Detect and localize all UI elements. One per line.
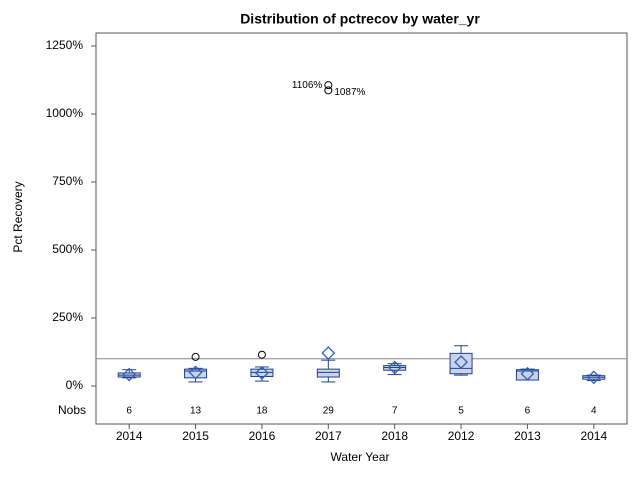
x-tick-label: 2014 bbox=[116, 429, 143, 443]
mean-marker bbox=[520, 366, 535, 381]
x-tick-label: 2015 bbox=[182, 429, 209, 443]
mean-marker bbox=[454, 355, 468, 369]
outlier bbox=[191, 352, 200, 361]
mean-marker bbox=[387, 360, 402, 375]
mean-marker bbox=[321, 346, 336, 361]
box bbox=[316, 368, 340, 378]
x-tick-label: 2018 bbox=[381, 429, 408, 443]
mean-marker bbox=[122, 367, 137, 382]
nobs-value: 18 bbox=[256, 406, 268, 417]
nobs-label: Nobs bbox=[58, 403, 86, 417]
y-axis-label: Pct Recovery bbox=[11, 181, 25, 252]
nobs-value: 6 bbox=[525, 406, 531, 417]
y-tick-label: 0% bbox=[66, 378, 84, 392]
y-tick-label: 250% bbox=[52, 310, 83, 324]
x-tick-label: 2016 bbox=[249, 429, 276, 443]
nobs-value: 6 bbox=[126, 406, 132, 417]
y-tick-label: 500% bbox=[52, 242, 83, 256]
y-tick-label: 750% bbox=[52, 174, 83, 188]
outlier-label: 1106% bbox=[292, 80, 323, 91]
mean-marker bbox=[255, 366, 269, 380]
nobs-value: 7 bbox=[392, 406, 398, 417]
mean-marker bbox=[188, 365, 203, 380]
x-axis-label: Water Year bbox=[331, 450, 390, 464]
box bbox=[184, 368, 208, 379]
plot-frame bbox=[95, 32, 628, 425]
nobs-value: 5 bbox=[458, 406, 464, 417]
x-tick-label: 2017 bbox=[315, 429, 342, 443]
chart-title: Distribution of pctrecov by water_yr bbox=[240, 11, 480, 27]
mean-marker bbox=[586, 370, 601, 385]
nobs-value: 4 bbox=[591, 406, 597, 417]
x-tick-label: 2012 bbox=[448, 429, 475, 443]
x-tick-label: 2014 bbox=[580, 429, 607, 443]
nobs-value: 13 bbox=[190, 406, 202, 417]
outlier bbox=[257, 350, 266, 359]
outlier bbox=[324, 86, 333, 95]
outlier bbox=[324, 81, 333, 90]
y-tick-label: 1250% bbox=[46, 38, 84, 52]
y-tick-label: 1000% bbox=[46, 106, 84, 120]
outlier-label: 1087% bbox=[334, 87, 365, 98]
x-tick-label: 2013 bbox=[514, 429, 541, 443]
nobs-value: 29 bbox=[323, 406, 335, 417]
